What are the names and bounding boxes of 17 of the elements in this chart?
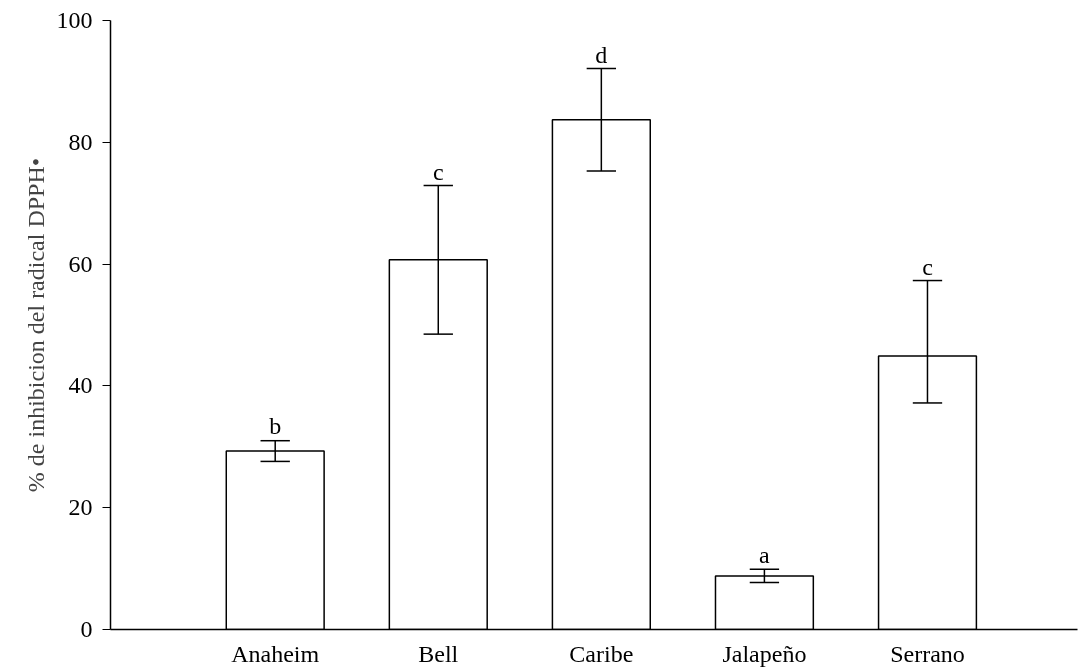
y-tick-label: 40 <box>68 372 93 399</box>
annotation: c <box>432 158 444 185</box>
y-tick-label: 60 <box>68 250 93 277</box>
annotation: a <box>759 542 771 569</box>
y-axis-title: % de inhibicion del radical DPPH• <box>22 157 49 493</box>
y-tick-label: 80 <box>68 128 93 155</box>
annotation: c <box>922 253 933 280</box>
x-tick-label: Bell <box>418 640 459 667</box>
annotation: b <box>269 413 282 440</box>
annotation: d <box>595 41 608 68</box>
x-tick-label: Serrano <box>890 640 965 667</box>
x-tick-label: Caribe <box>569 640 634 667</box>
y-tick-label: 100 <box>56 7 93 33</box>
y-tick-label: 20 <box>68 494 93 521</box>
y-tick-label: 0 <box>80 616 93 642</box>
x-tick-label: Jalapeño <box>722 640 807 667</box>
x-tick-label: Anaheim <box>231 640 320 667</box>
